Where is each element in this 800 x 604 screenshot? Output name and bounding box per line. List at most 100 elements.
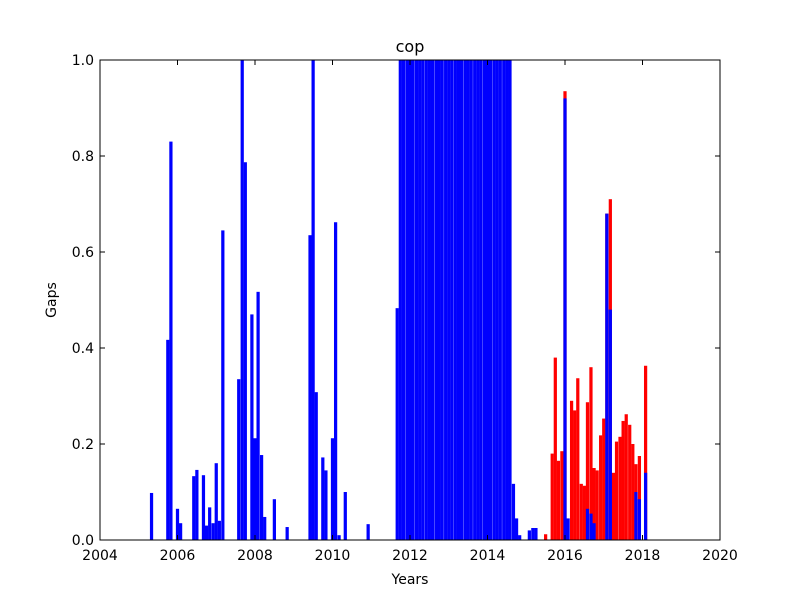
bar: [201, 475, 206, 540]
bar: [618, 436, 622, 540]
bar: [259, 455, 264, 540]
bar: [514, 518, 519, 540]
bar: [208, 507, 212, 540]
bar: [599, 435, 603, 540]
bars: [149, 60, 648, 541]
bar: [430, 60, 435, 540]
bar: [566, 518, 570, 540]
x-tick-label: 2006: [160, 548, 196, 564]
bar: [398, 60, 402, 540]
bar: [573, 410, 577, 540]
bar: [192, 476, 196, 540]
bar: [637, 499, 642, 540]
bar: [456, 60, 461, 540]
bar: [553, 357, 557, 540]
bar: [240, 60, 244, 540]
bar: [211, 523, 215, 540]
bar: [544, 534, 548, 540]
bar: [408, 60, 412, 540]
bar: [418, 60, 422, 540]
y-tick-label: 0.4: [72, 341, 94, 357]
bar: [592, 468, 596, 540]
bar: [324, 470, 328, 540]
x-tick-label: 2008: [237, 548, 273, 564]
bar: [502, 60, 506, 540]
x-tick-label: 2010: [315, 548, 351, 564]
bar: [421, 60, 425, 540]
axes: 2004 2006 2008 2010 2012 2014 2016 2018 2020 0.0 0…: [72, 53, 738, 564]
bar: [204, 525, 209, 540]
bar: [308, 235, 312, 540]
bar: [643, 365, 648, 540]
chart-title: cop: [396, 37, 425, 56]
bar: [614, 441, 619, 540]
y-tick-label: 0.0: [72, 533, 94, 549]
y-tick-label: 0.6: [72, 245, 94, 261]
bar: [314, 392, 318, 540]
bar: [608, 309, 612, 540]
x-tick-label: 2020: [702, 548, 738, 564]
x-tick-label: 2014: [470, 548, 506, 564]
bar: [621, 420, 625, 540]
bar: [589, 367, 593, 540]
x-tick-label: 2004: [82, 548, 118, 564]
bar: [424, 60, 428, 540]
bar: [498, 60, 502, 540]
bar: [243, 162, 247, 541]
bar: [531, 528, 535, 540]
bar: [405, 60, 409, 540]
x-tick-label: 2012: [392, 548, 428, 564]
bar: [440, 60, 444, 540]
bar: [450, 60, 454, 540]
bar: [589, 513, 593, 540]
bar: [395, 308, 399, 540]
x-tick-label: 2016: [547, 548, 583, 564]
bar: [576, 378, 580, 540]
bar: [366, 524, 370, 540]
bar: [637, 456, 642, 540]
bar: [592, 523, 596, 540]
x-tick-label: 2018: [625, 548, 661, 564]
bar: [582, 485, 586, 540]
bar: [473, 60, 477, 540]
y-axis-label: Gaps: [44, 282, 60, 318]
bar: [459, 60, 464, 540]
bar: [466, 60, 470, 540]
bar: [495, 60, 499, 540]
bar: [175, 508, 180, 540]
bar: [221, 230, 225, 540]
bar: [476, 60, 480, 540]
bar: [463, 60, 467, 540]
bar: [401, 60, 406, 540]
bar: [253, 438, 257, 540]
bar: [330, 438, 335, 540]
bar: [321, 457, 325, 540]
bar: [550, 453, 554, 540]
x-axis-label: Years: [391, 572, 429, 588]
bar: [585, 402, 590, 540]
bar: [643, 472, 648, 540]
bar: [611, 472, 616, 540]
bar: [631, 444, 635, 540]
bar: [427, 60, 431, 540]
y-tick-label: 1.0: [72, 53, 94, 69]
bar: [563, 98, 567, 541]
bar: [414, 60, 419, 540]
bar: [256, 291, 260, 540]
bar: [337, 535, 341, 540]
bar: [479, 60, 483, 540]
bar: [505, 60, 509, 540]
bar: [437, 60, 441, 540]
bar: [178, 523, 183, 540]
bar: [195, 469, 199, 540]
bar: [166, 339, 170, 540]
bar: [311, 60, 315, 540]
bar: [434, 60, 438, 540]
bar: [628, 424, 632, 540]
bar: [482, 60, 487, 540]
bar: [485, 60, 490, 540]
bar: [585, 508, 590, 540]
bar: [237, 379, 241, 540]
bar: [272, 499, 276, 540]
bar: [453, 60, 457, 540]
